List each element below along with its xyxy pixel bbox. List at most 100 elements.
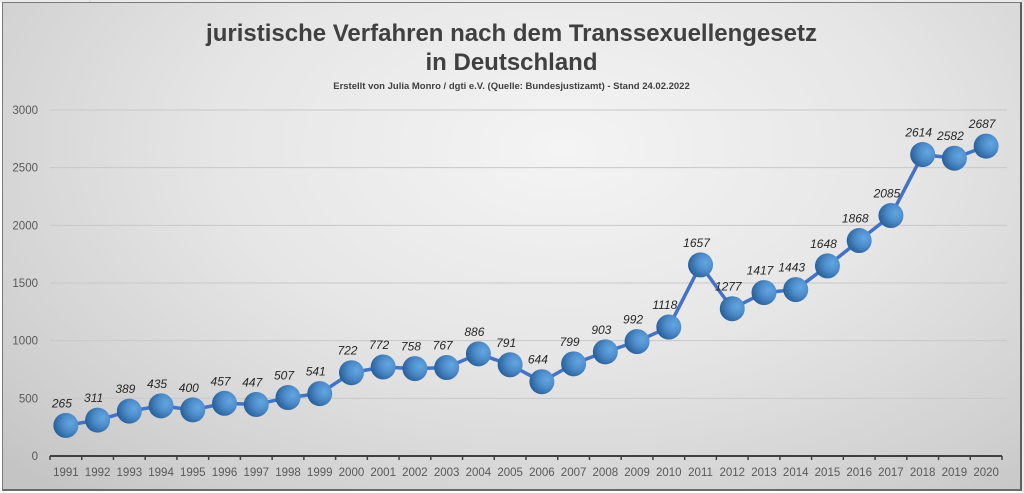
x-tick-label: 2007 [561, 467, 587, 479]
x-tick-label: 2017 [878, 467, 904, 479]
data-label: 389 [115, 382, 135, 396]
x-tick-label: 1994 [148, 467, 174, 479]
x-tick-label: 1993 [117, 467, 143, 479]
data-label: 903 [591, 323, 611, 337]
x-tick-label: 2011 [688, 467, 713, 479]
data-label: 2614 [904, 126, 932, 140]
data-point-marker [243, 391, 269, 417]
x-tick-label: 1991 [53, 467, 79, 479]
y-tick-label: 3000 [12, 105, 38, 117]
data-label: 541 [306, 365, 326, 379]
data-label: 400 [179, 381, 199, 395]
data-label: 992 [623, 313, 643, 327]
data-point-marker [53, 412, 79, 438]
data-label: 507 [274, 369, 295, 383]
data-label: 1417 [747, 264, 775, 278]
y-tick-label: 2000 [12, 220, 38, 232]
x-tick-label: 2012 [719, 467, 745, 479]
data-point-marker [497, 352, 523, 378]
x-tick-label: 2015 [815, 467, 841, 479]
x-tick-label: 2020 [973, 467, 999, 479]
data-label: 1118 [652, 298, 677, 312]
x-tick-label: 2006 [529, 467, 555, 479]
x-tick-label: 1998 [275, 467, 301, 479]
chart-title-line2: in Deutschland [425, 49, 598, 76]
x-tick-label: 2005 [497, 467, 523, 479]
data-label: 311 [84, 391, 103, 405]
data-point-marker [973, 133, 999, 159]
x-tick-label: 2000 [339, 467, 365, 479]
data-point-marker [465, 341, 491, 367]
data-label: 457 [211, 374, 232, 388]
data-label: 265 [51, 396, 72, 410]
data-point-marker [688, 252, 714, 278]
data-label: 1277 [715, 280, 743, 294]
data-point-marker [402, 356, 428, 382]
data-point-marker [814, 253, 840, 279]
y-axis-labels: 0 500 1000 1500 2000 2500 3000 [12, 105, 38, 463]
data-label: 722 [337, 344, 357, 358]
data-label: 791 [496, 336, 516, 350]
y-tick-label: 1500 [12, 278, 38, 290]
data-point-marker [85, 407, 111, 433]
data-label: 435 [147, 377, 167, 391]
data-label: 886 [464, 325, 484, 339]
x-tick-label: 1996 [212, 467, 238, 479]
gridlines [50, 109, 1007, 399]
data-point-marker [307, 381, 333, 407]
data-labels: 265 311 389 435 400 457 447 507 541 722 772 758 767 8… [51, 117, 997, 410]
series-line [65, 144, 987, 428]
data-point-marker [180, 397, 206, 423]
data-point-marker [719, 296, 745, 322]
data-point-marker [561, 351, 587, 377]
y-tick-label: 0 [32, 451, 38, 463]
x-tick-label: 2001 [370, 467, 396, 479]
y-tick-label: 2500 [12, 163, 38, 175]
data-label: 758 [401, 340, 421, 354]
series-line-path [65, 144, 987, 428]
x-tick-label: 2019 [942, 467, 968, 479]
x-tick-label: 2010 [656, 467, 682, 479]
y-tick-label: 1000 [12, 336, 38, 348]
data-label: 799 [560, 335, 580, 349]
x-tick-label: 2002 [402, 467, 428, 479]
data-point-marker [434, 355, 460, 381]
series-markers [53, 133, 999, 438]
data-point-marker [592, 339, 618, 365]
data-label: 644 [528, 353, 548, 367]
x-tick-label: 2016 [846, 467, 872, 479]
data-label: 2085 [873, 187, 901, 201]
x-tick-label: 1995 [180, 467, 206, 479]
data-label: 1868 [842, 212, 869, 226]
x-axis [49, 455, 1003, 460]
chart-subtitle: Erstellt von Julia Monro / dgti e.V. (Qu… [333, 81, 690, 92]
chart-title-line1: juristische Verfahren nach dem Transsexu… [206, 20, 817, 47]
x-tick-label: 2018 [910, 467, 936, 479]
data-point-marker [148, 393, 174, 419]
data-point-marker [846, 228, 872, 254]
x-tick-label: 2004 [466, 467, 492, 479]
data-point-marker [116, 398, 142, 424]
data-label: 1657 [683, 236, 711, 250]
y-tick-label: 500 [19, 393, 38, 405]
data-label: 1648 [810, 237, 837, 251]
data-point-marker [751, 280, 777, 306]
data-point-marker [370, 354, 396, 380]
x-tick-label: 2014 [783, 467, 809, 479]
data-label: 1443 [778, 261, 805, 275]
x-tick-label: 2009 [624, 467, 650, 479]
data-point-marker [783, 277, 809, 303]
data-point-marker [878, 203, 904, 229]
data-label: 2582 [936, 129, 964, 143]
data-point-marker [212, 390, 238, 416]
data-label: 767 [433, 339, 454, 353]
data-point-marker [656, 314, 682, 340]
data-label: 2687 [968, 117, 997, 131]
data-point-marker [338, 360, 364, 386]
x-tick-label: 2003 [434, 467, 460, 479]
data-point-marker [910, 142, 936, 168]
data-point-marker [275, 385, 301, 411]
